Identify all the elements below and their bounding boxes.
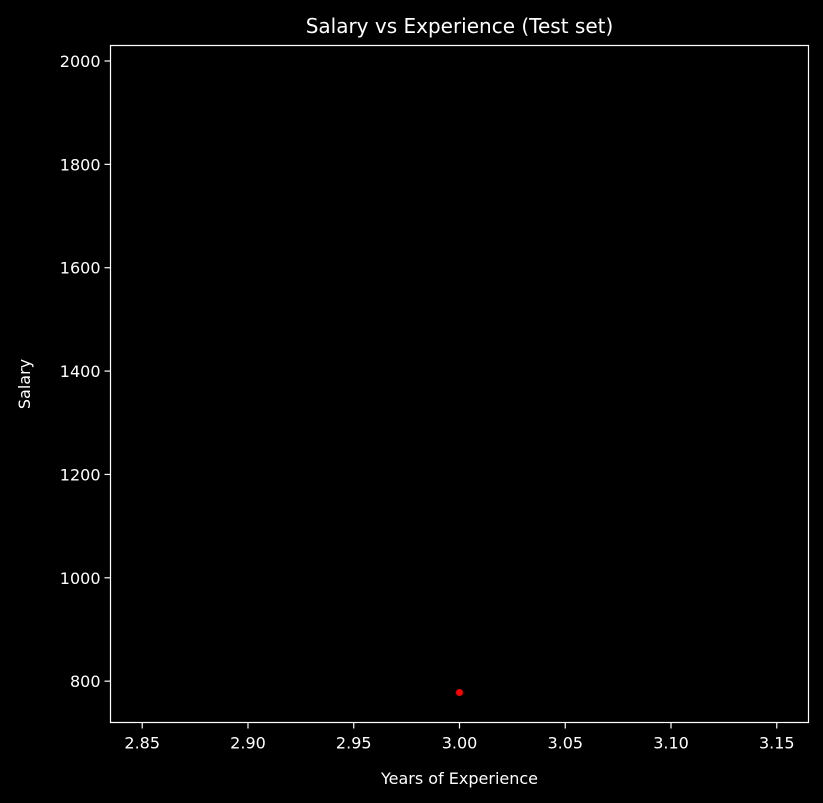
y-axis-ticks: 800 1000 1200 1400 1600 1800 2000 — [60, 52, 111, 691]
x-tick-label: 2.90 — [230, 734, 266, 753]
x-tick-label: 2.95 — [336, 734, 372, 753]
x-tick-label: 2.85 — [124, 734, 160, 753]
x-axis-ticks: 2.85 2.90 2.95 3.00 3.05 3.10 3.15 — [124, 722, 795, 753]
y-axis-label: Salary — [15, 359, 34, 409]
y-tick-label: 1000 — [60, 569, 101, 588]
y-tick-label: 1400 — [60, 362, 101, 381]
chart-title: Salary vs Experience (Test set) — [306, 14, 614, 38]
data-points — [456, 689, 463, 697]
x-tick-label: 3.00 — [442, 734, 478, 753]
x-tick-label: 3.10 — [653, 734, 689, 753]
x-tick-label: 3.05 — [547, 734, 583, 753]
y-tick-label: 800 — [70, 672, 101, 691]
y-tick-label: 2000 — [60, 52, 101, 71]
y-tick-label: 1200 — [60, 465, 101, 484]
plot-area: 2.85 2.90 2.95 3.00 3.05 3.10 3.15 800 1000 1200… — [60, 44, 810, 753]
y-tick-label: 1800 — [60, 155, 101, 174]
x-tick-label: 3.15 — [759, 734, 795, 753]
y-tick-label: 1600 — [60, 259, 101, 278]
data-point — [456, 689, 463, 697]
x-axis-label: Years of Experience — [380, 769, 538, 788]
